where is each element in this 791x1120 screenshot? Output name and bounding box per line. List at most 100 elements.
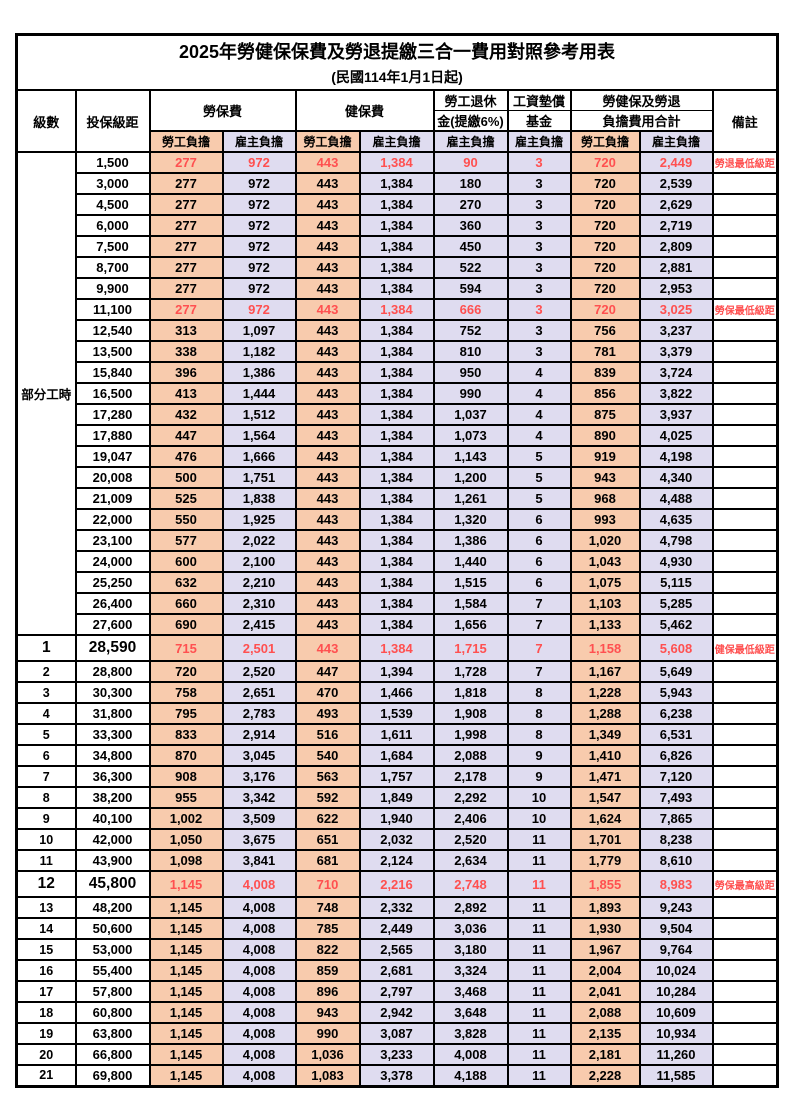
bracket-cell: 28,800 bbox=[74, 660, 151, 683]
total-employee-cell: 1,349 bbox=[569, 723, 641, 746]
total-employee-cell: 1,133 bbox=[569, 613, 641, 636]
title-cell: 2025年勞健保保費及勞退提繳三合一費用對照參考用表 (民國114年1月1日起) bbox=[15, 33, 779, 91]
labor-employee-cell: 577 bbox=[148, 529, 224, 552]
health-employer-cell: 1,384 bbox=[358, 319, 435, 342]
table-row: 20,008 500 1,751 443 1,384 1,200 5 943 4,340 bbox=[17, 466, 779, 489]
labor-employer-cell: 4,008 bbox=[221, 896, 297, 919]
total-employer-cell: 2,881 bbox=[638, 256, 714, 279]
bracket-cell: 4,500 bbox=[74, 193, 151, 216]
health-employee-cell: 443 bbox=[294, 382, 361, 405]
bracket-cell: 20,008 bbox=[74, 466, 151, 489]
grade-cell: 18 bbox=[15, 1001, 77, 1024]
grade-cell: 4 bbox=[15, 702, 77, 725]
pension-employer-cell: 752 bbox=[432, 319, 509, 342]
bracket-cell: 63,800 bbox=[74, 1022, 151, 1045]
table-row: 9 40,100 1,002 3,509 622 1,940 2,406 10 1,624 7,8… bbox=[15, 807, 779, 830]
wage-fund-employer-cell: 3 bbox=[506, 256, 572, 279]
health-employee-cell: 443 bbox=[294, 256, 361, 279]
total-employer-cell: 3,724 bbox=[638, 361, 714, 384]
wage-fund-employer-cell: 11 bbox=[506, 1001, 572, 1024]
labor-employer-cell: 4,008 bbox=[221, 917, 297, 940]
health-employee-cell: 443 bbox=[294, 466, 361, 489]
total-employer-cell: 7,120 bbox=[638, 765, 714, 788]
bracket-cell: 1,500 bbox=[74, 151, 151, 174]
total-employer-cell: 4,798 bbox=[638, 529, 714, 552]
total-employee-cell: 890 bbox=[569, 424, 641, 447]
remark-cell bbox=[711, 382, 779, 405]
labor-employee-cell: 715 bbox=[148, 634, 224, 662]
labor-employee-cell: 1,145 bbox=[148, 870, 224, 898]
grade-cell: 1 bbox=[15, 634, 77, 662]
labor-employer-cell: 1,182 bbox=[221, 340, 297, 363]
bracket-cell: 13,500 bbox=[74, 340, 151, 363]
total-employee-cell: 720 bbox=[569, 235, 641, 258]
table-row: 9,900 277 972 443 1,384 594 3 720 2,953 bbox=[17, 277, 779, 300]
health-employee-cell: 822 bbox=[294, 938, 361, 961]
total-employer-cell: 5,943 bbox=[638, 681, 714, 704]
wage-fund-employer-cell: 7 bbox=[506, 613, 572, 636]
labor-employee-cell: 870 bbox=[148, 744, 224, 767]
health-employer-cell: 1,384 bbox=[358, 571, 435, 594]
labor-employee-cell: 795 bbox=[148, 702, 224, 725]
bracket-cell: 22,000 bbox=[74, 508, 151, 531]
health-employer-cell: 1,539 bbox=[358, 702, 435, 725]
table-row: 19,047 476 1,666 443 1,384 1,143 5 919 4,198 bbox=[17, 445, 779, 468]
health-employee-cell: 443 bbox=[294, 529, 361, 552]
health-employee-cell: 443 bbox=[294, 613, 361, 636]
labor-employer-cell: 1,666 bbox=[221, 445, 297, 468]
bracket-cell: 40,100 bbox=[74, 807, 151, 830]
table-row: 3,000 277 972 443 1,384 180 3 720 2,539 bbox=[17, 172, 779, 195]
remark-cell bbox=[711, 917, 779, 940]
remark-cell: 勞保最低級距 bbox=[711, 298, 779, 321]
total-employer-cell: 4,025 bbox=[638, 424, 714, 447]
bracket-cell: 43,900 bbox=[74, 849, 151, 872]
total-employee-cell: 1,410 bbox=[569, 744, 641, 767]
total-employer-cell: 9,764 bbox=[638, 938, 714, 961]
total-employer-cell: 9,504 bbox=[638, 917, 714, 940]
total-employee-cell: 993 bbox=[569, 508, 641, 531]
remark-cell bbox=[711, 723, 779, 746]
header-row-2: 金(提繳6%) 基金 負擔費用合計 bbox=[17, 110, 778, 132]
total-employee-cell: 1,855 bbox=[569, 870, 641, 898]
bracket-cell: 27,600 bbox=[74, 613, 151, 636]
total-employer-cell: 10,934 bbox=[638, 1022, 714, 1045]
health-employer-cell: 2,942 bbox=[358, 1001, 435, 1024]
total-employee-cell: 2,181 bbox=[569, 1043, 641, 1066]
health-employee-cell: 651 bbox=[294, 828, 361, 851]
table-row: 13,500 338 1,182 443 1,384 810 3 781 3,379 bbox=[17, 340, 779, 363]
health-employee-cell: 710 bbox=[294, 870, 361, 898]
bracket-cell: 48,200 bbox=[74, 896, 151, 919]
total-employer-cell: 4,635 bbox=[638, 508, 714, 531]
pension-employer-cell: 990 bbox=[432, 382, 509, 405]
table-row: 20 66,800 1,145 4,008 1,036 3,233 4,008 11 2,181… bbox=[15, 1043, 779, 1066]
pension-employer-cell: 2,748 bbox=[432, 870, 509, 898]
health-employee-cell: 470 bbox=[294, 681, 361, 704]
remark-cell bbox=[711, 660, 779, 683]
labor-employer-cell: 4,008 bbox=[221, 1001, 297, 1024]
health-employee-cell: 785 bbox=[294, 917, 361, 940]
wage-fund-employer-cell: 11 bbox=[506, 917, 572, 940]
wage-fund-employer-cell: 10 bbox=[506, 786, 572, 809]
labor-employee-cell: 500 bbox=[148, 466, 224, 489]
health-employer-cell: 2,124 bbox=[358, 849, 435, 872]
health-employer-cell: 3,378 bbox=[358, 1064, 435, 1087]
remark-cell: 勞保最高級距 bbox=[711, 870, 779, 898]
health-employee-cell: 443 bbox=[294, 277, 361, 300]
remark-cell bbox=[711, 613, 779, 636]
grade-cell: 14 bbox=[15, 917, 77, 940]
labor-employee-cell: 277 bbox=[148, 193, 224, 216]
health-employee-cell: 516 bbox=[294, 723, 361, 746]
pension-employer-cell: 3,468 bbox=[432, 980, 509, 1003]
pension-employer-cell: 3,648 bbox=[432, 1001, 509, 1024]
grade-cell: 7 bbox=[15, 765, 77, 788]
health-employee-cell: 943 bbox=[294, 1001, 361, 1024]
pension-employer-cell: 1,200 bbox=[432, 466, 509, 489]
health-employer-cell: 1,384 bbox=[358, 487, 435, 510]
pension-employer-cell: 1,715 bbox=[432, 634, 509, 662]
table-row: 19 63,800 1,145 4,008 990 3,087 3,828 11 2,135 10… bbox=[15, 1022, 779, 1045]
total-employee-cell: 720 bbox=[569, 214, 641, 237]
grade-cell: 10 bbox=[15, 828, 77, 851]
table-row: 7 36,300 908 3,176 563 1,757 2,178 9 1,471 7,120 bbox=[15, 765, 779, 788]
wage-fund-employer-cell: 3 bbox=[506, 319, 572, 342]
wage-fund-employer-cell: 5 bbox=[506, 466, 572, 489]
